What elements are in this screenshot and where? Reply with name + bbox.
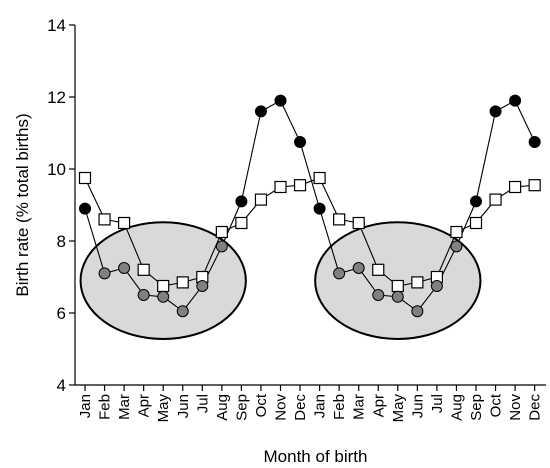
open-square-point [78, 171, 92, 185]
open-square-point [137, 263, 150, 276]
x-tick-label: Nov [273, 394, 290, 421]
filled-circle-point [137, 289, 150, 301]
y-tick-label: 6 [57, 304, 66, 323]
filled-circle-point [79, 202, 91, 215]
y-axis-title: Birth rate (% total births) [13, 113, 32, 296]
series-group [78, 94, 541, 318]
x-ticks: Jan Feb Mar Apr May Jun Jul Aug Sep Oct Nov Dec Jan F… [77, 385, 544, 422]
x-tick-label: Mar [116, 394, 133, 420]
open-square-point [235, 216, 248, 230]
open-square-point [293, 179, 307, 192]
x-tick-label: Apr [136, 394, 153, 417]
open-square-point [489, 193, 502, 206]
x-tick-label: Sep [233, 394, 250, 421]
filled-circle-point [313, 202, 326, 215]
x-tick-label: Aug [214, 394, 231, 421]
x-tick-label: Apr [370, 394, 387, 417]
filled-circle-point [391, 290, 404, 303]
x-tick-label: May [155, 394, 172, 423]
y-tick-label: 14 [47, 16, 66, 35]
y-tick-label: 4 [57, 376, 66, 395]
filled-circle-point [509, 94, 522, 107]
filled-circle-point [294, 136, 307, 148]
filled-circle-point [254, 105, 267, 118]
open-square-point [274, 180, 287, 194]
open-square-point [469, 216, 483, 230]
x-tick-label: Oct [488, 393, 505, 417]
filled-circle-point [235, 195, 248, 208]
filled-circle-point [196, 280, 209, 292]
filled-circle-point [470, 195, 482, 208]
filled-circle-point [274, 94, 287, 107]
x-tick-label: Feb [97, 394, 114, 420]
x-tick-label: Jul [429, 394, 446, 413]
filled-circle-point [430, 280, 443, 292]
open-square-point [509, 180, 522, 194]
x-tick-label: Mar [351, 394, 368, 420]
x-tick-label: Dec [527, 394, 544, 421]
open-square-point [411, 276, 424, 289]
open-square-point [117, 216, 131, 230]
axes [74, 25, 546, 386]
filled-circle-point [528, 136, 541, 148]
open-square-point [254, 193, 268, 206]
filled-circle-point [333, 267, 346, 280]
open-square-point [313, 171, 326, 185]
x-tick-label: Sep [468, 394, 485, 421]
filled-circle-point [411, 305, 424, 318]
x-tick-label: Feb [331, 394, 348, 420]
filled-circle-point [98, 267, 111, 280]
open-square-point [372, 263, 385, 276]
x-tick-label: Jul [194, 394, 211, 413]
y-tick-label: 8 [57, 232, 66, 251]
x-tick-label: Jun [409, 394, 426, 418]
x-tick-label: Nov [507, 394, 524, 421]
x-tick-label: Dec [292, 394, 309, 421]
x-tick-label: Oct [253, 393, 270, 417]
filled-circle-point [215, 240, 228, 253]
x-tick-label: Jan [312, 394, 329, 418]
y-ticks: 4 6 8 10 12 14 [47, 16, 75, 395]
open-square-point [215, 225, 228, 239]
x-tick-label: Jun [175, 394, 192, 418]
open-square-point [157, 279, 170, 293]
filled-circle-point [489, 105, 502, 118]
open-square-point [352, 216, 365, 230]
y-tick-label: 12 [47, 88, 66, 107]
open-square-point [176, 276, 189, 289]
open-square-point [98, 213, 111, 226]
open-square-point [333, 213, 346, 226]
x-tick-label: Aug [448, 394, 465, 421]
open-square-point [528, 179, 541, 192]
filled-circle-point [157, 290, 170, 303]
x-axis-title: Month of birth [264, 447, 368, 466]
x-tick-label: Jan [77, 394, 94, 418]
y-tick-label: 10 [47, 160, 66, 179]
open-square-point [391, 279, 404, 293]
filled-circle-point [372, 289, 385, 301]
filled-circle-point [176, 305, 189, 318]
open-square-point [450, 225, 463, 239]
filled-circle-point [450, 240, 463, 253]
filled-circle-point [118, 262, 131, 274]
x-tick-label: May [390, 394, 407, 423]
filled-circle-point [352, 262, 365, 274]
